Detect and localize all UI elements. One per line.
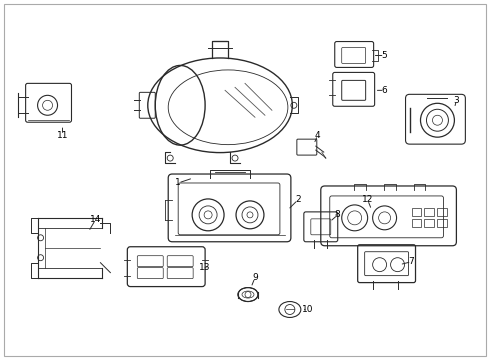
Text: 5: 5 <box>382 51 388 60</box>
Bar <box>438 208 447 216</box>
Text: 14: 14 <box>90 215 101 224</box>
Text: 4: 4 <box>315 131 320 140</box>
Text: 9: 9 <box>252 273 258 282</box>
Text: 12: 12 <box>362 195 373 204</box>
Text: 10: 10 <box>302 305 314 314</box>
Text: 11: 11 <box>57 131 68 140</box>
Text: 3: 3 <box>454 96 459 105</box>
Text: 13: 13 <box>199 263 211 272</box>
Bar <box>438 219 447 227</box>
Bar <box>424 208 435 216</box>
Bar <box>412 208 421 216</box>
Text: 8: 8 <box>335 210 341 219</box>
Text: 2: 2 <box>295 195 301 204</box>
Text: 6: 6 <box>382 86 388 95</box>
Bar <box>424 219 435 227</box>
Bar <box>412 219 421 227</box>
Text: 7: 7 <box>409 257 415 266</box>
Text: 1: 1 <box>175 179 181 188</box>
